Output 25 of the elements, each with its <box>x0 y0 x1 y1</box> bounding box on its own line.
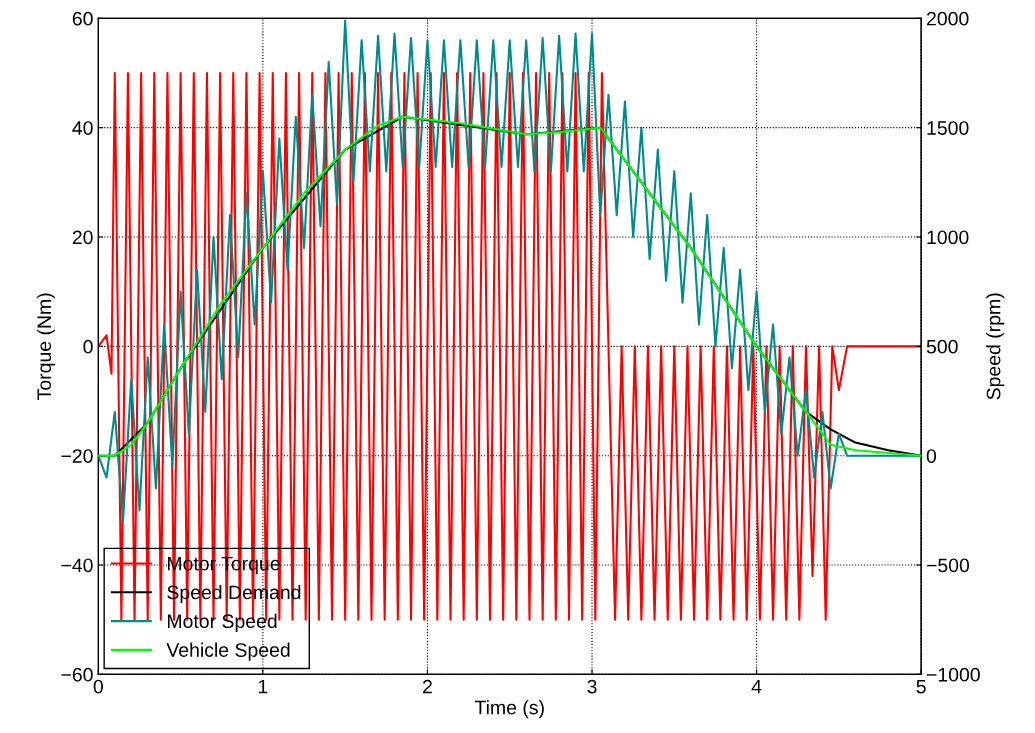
y2-axis-title: Speed (rpm) <box>986 293 1005 400</box>
x-tick-label: 2 <box>423 679 432 694</box>
y-tick-label: −60 <box>61 667 93 682</box>
x-axis-title: Time (s) <box>474 700 544 719</box>
y2-tick-label: 2000 <box>926 11 969 26</box>
y2-tick-label: 0 <box>926 449 937 463</box>
y-tick-label: 40 <box>72 121 93 135</box>
y2-tick-label: 1500 <box>927 121 969 135</box>
x-tick-label: 0 <box>93 679 103 694</box>
legend-label: Motor Speed <box>167 613 277 632</box>
y-tick-label: −20 <box>61 449 93 463</box>
legend-label: Vehicle Speed <box>166 642 290 661</box>
y-tick-label: −40 <box>61 558 93 573</box>
x-tick-label: 5 <box>916 679 926 694</box>
y-tick-label: 60 <box>72 11 93 26</box>
y2-tick-label: 500 <box>926 339 958 354</box>
y-axis-title: Torque (Nm) <box>36 293 55 400</box>
x-tick-label: 4 <box>751 679 762 694</box>
x-tick-label: 3 <box>587 679 597 694</box>
y-tick-label: 0 <box>83 339 93 354</box>
y-tick-label: 20 <box>72 230 93 245</box>
y2-tick-label: −500 <box>926 558 970 573</box>
y2-tick-label: −1000 <box>926 667 980 682</box>
x-tick-label: 1 <box>258 679 268 694</box>
y2-tick-label: 1000 <box>927 230 969 245</box>
